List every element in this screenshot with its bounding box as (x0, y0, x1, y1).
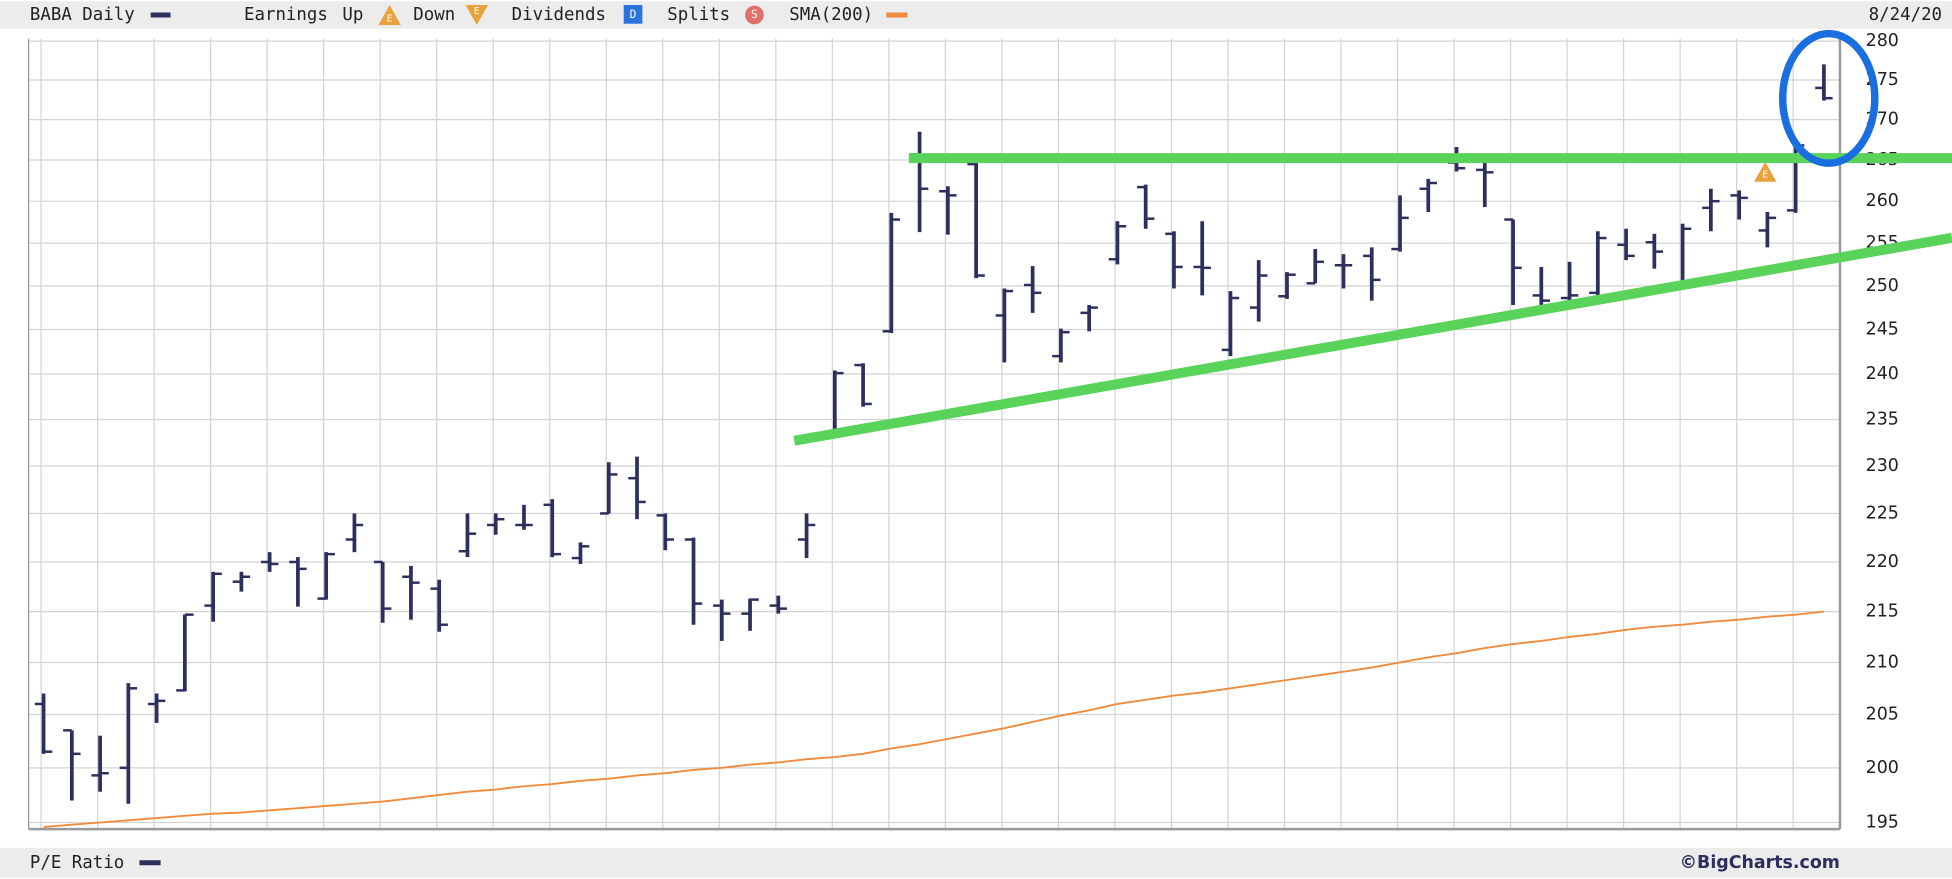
dividends-legend: Dividends (512, 5, 606, 25)
y-tick-label: 220 (1866, 552, 1899, 572)
time-grid (40, 38, 1794, 830)
y-tick-label: 245 (1866, 320, 1899, 340)
earnings-legend: Earnings (244, 5, 328, 25)
earnings-triangle (1754, 161, 1777, 182)
support-line (793, 232, 1952, 446)
splits-icon-letter: S (751, 8, 758, 21)
credit: ©BigCharts.com (1680, 853, 1840, 873)
y-tick-label: 205 (1866, 704, 1899, 724)
y-tick-label: 240 (1866, 364, 1899, 384)
splits-icon (745, 5, 764, 25)
y-tick-label: 225 (1866, 503, 1899, 523)
up-icon-letter: E (387, 14, 393, 25)
up-legend: Up (342, 5, 363, 25)
y-tick-label: 230 (1866, 456, 1899, 476)
y-tick-label: 215 (1866, 602, 1899, 622)
down-legend: Down (413, 5, 455, 25)
y-tick-label: 200 (1866, 758, 1899, 778)
y-tick-label: 210 (1866, 652, 1899, 672)
sma-legend: SMA(200) (789, 5, 873, 25)
earnings-marker: E (1754, 161, 1777, 182)
y-tick-label: 280 (1866, 31, 1899, 51)
sma-line (43, 610, 1824, 828)
down-icon-letter: E (474, 6, 480, 17)
down-icon (465, 5, 488, 25)
splits-legend: Splits (667, 5, 730, 25)
top-strip (0, 1, 1952, 29)
grid: 1952002052102152202252302352402452502552… (28, 31, 1899, 832)
earnings-icon-letter: E (1762, 169, 1768, 180)
plot-area (28, 38, 1840, 830)
lower-panel-label: P/E Ratio (30, 853, 124, 873)
date-label: 8/24/20 (1869, 5, 1942, 25)
data (34, 64, 1833, 828)
up-icon (378, 5, 401, 25)
dividends-icon-letter: D (630, 8, 637, 21)
bottom-strip (0, 847, 1952, 878)
y-tick-label: 250 (1866, 276, 1899, 296)
series-legend: BABA Daily (30, 5, 135, 25)
y-tick-label: 195 (1866, 812, 1899, 832)
y-tick-label: 260 (1866, 191, 1899, 211)
highlight-ellipse (1778, 29, 1879, 167)
dividends-icon (623, 5, 643, 24)
y-tick-label: 235 (1866, 410, 1899, 430)
